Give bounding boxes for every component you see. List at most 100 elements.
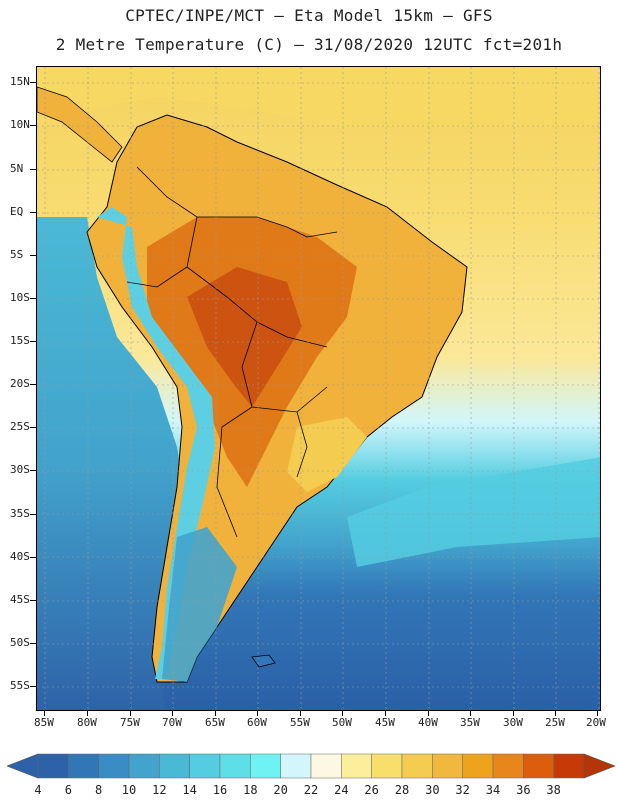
colorbar-swatch [523,753,554,779]
lat-label: EQ [10,205,24,218]
colorbar-label: 26 [364,783,379,797]
colorbar-label: 8 [95,783,103,797]
colorbar-label: 6 [64,783,72,797]
lat-label: 15N [10,75,30,88]
colorbar-swatch [219,753,251,779]
colorbar-label: 28 [394,783,410,797]
pacific-cool-water [37,217,187,710]
colorbar-swatch [462,753,494,779]
lat-tick [30,427,36,428]
colorbar-label: 22 [303,783,319,797]
colorbar-label: 24 [334,783,349,797]
country-borders [126,166,338,538]
caribbean-warm-water [37,67,600,127]
colorbar-label: 20 [273,783,288,797]
colorbar-label: 12 [152,783,167,797]
lat-tick [30,557,36,558]
lon-tick [470,711,471,716]
lat-label: 50S [10,636,30,649]
colorbar-swatch [189,753,221,779]
lat-label: 25S [10,420,30,433]
lat-tick [30,470,36,471]
lat-label: 40S [10,550,30,563]
colorbar-swatch [371,753,403,779]
lon-tick [130,711,131,716]
lon-label: 40W [418,716,438,729]
lat-tick [30,255,36,256]
colorbar-label: 38 [546,783,561,797]
colorbar-swatch [37,753,69,779]
colorbar-label: 10 [121,783,137,797]
lat-tick [30,686,36,687]
lat-label: 15S [10,334,30,347]
lat-tick [30,212,36,213]
atlantic-cyan-band [347,457,600,567]
colorbar-label: 32 [455,783,470,797]
lon-tick [44,711,45,716]
lon-label: 70W [162,716,182,729]
chart-title-line2: 2 Metre Temperature (C) – 31/08/2020 12U… [55,35,563,54]
colorbar-swatch [280,753,312,779]
lon-label: 60W [247,716,267,729]
lon-tick [597,711,598,716]
lat-label: 10S [10,291,30,304]
lon-label: 30W [503,716,523,729]
lat-tick [30,384,36,385]
lon-tick [87,711,88,716]
colorbar-swatch [68,753,99,779]
colorbar-label: 14 [182,783,197,797]
colorbar-label: 30 [425,783,440,797]
lon-label: 35W [460,716,480,729]
patagonia-cool [162,527,237,682]
lon-tick [342,711,343,716]
lat-label: 5S [10,248,24,261]
colorbar-segments [37,753,585,779]
lon-tick [257,711,258,716]
lat-label: 45S [10,593,30,606]
lat-tick [30,643,36,644]
colorbar-label: 36 [516,783,531,797]
lon-tick [300,711,301,716]
colorbar-swatch [341,753,372,779]
lon-tick [555,711,556,716]
colorbar-swatch [250,753,281,779]
colorbar-arrow-right [583,753,616,779]
lon-label: 20W [586,716,606,729]
lat-label: 5N [10,162,24,175]
chart-title-line1: CPTEC/INPE/MCT – Eta Model 15km – GFS [125,6,493,25]
colorbar-swatch [492,753,524,779]
lon-label: 45W [375,716,395,729]
lon-label: 75W [120,716,140,729]
colorbar-arrow-left [7,753,39,779]
colorbar-label: 4 [34,783,42,797]
central-america [37,86,123,163]
lat-tick [30,169,36,170]
lat-label: 30S [10,463,30,476]
lat-tick [30,341,36,342]
lat-label: 10N [10,118,30,131]
colorbar-swatch [401,753,433,779]
colorbar-swatch [128,753,160,779]
lat-tick [30,82,36,83]
lat-tick [30,514,36,515]
colorbar-swatch [159,753,190,779]
map-canvas [37,67,600,710]
colorbar-label: 16 [212,783,228,797]
lat-label: 35S [10,507,30,520]
lon-tick [428,711,429,716]
lon-label: 80W [77,716,97,729]
temperature-colorbar [7,753,616,779]
lat-tick [30,298,36,299]
lon-label: 65W [205,716,225,729]
temperature-map [36,66,601,711]
lat-tick [30,125,36,126]
lat-label: 20S [10,377,30,390]
lon-tick [385,711,386,716]
southern-brazil-mild [287,417,367,492]
lon-tick [172,711,173,716]
colorbar-label: 34 [485,783,501,797]
colorbar-swatch [553,753,585,779]
lon-tick [215,711,216,716]
colorbar-swatch [98,753,130,779]
lon-label: 55W [290,716,310,729]
